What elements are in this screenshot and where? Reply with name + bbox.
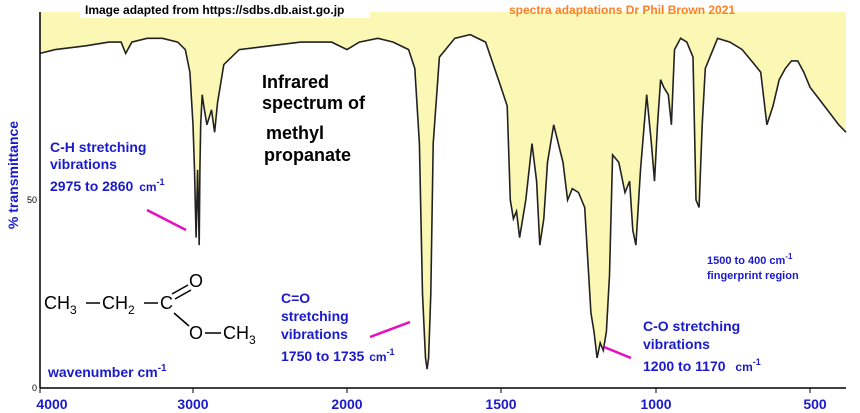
co-double-label-line-2: stretching bbox=[281, 308, 349, 324]
co-double-label-line-3: vibrations bbox=[281, 326, 348, 342]
co-double-pointer bbox=[369, 320, 411, 339]
mol-ch3-left: CH3 bbox=[44, 293, 77, 317]
ch-label-line-2: vibrations bbox=[50, 156, 117, 172]
transmittance-area-fill bbox=[40, 12, 846, 370]
title-line-4: propanate bbox=[264, 145, 351, 165]
mol-oxygen-double: O bbox=[189, 271, 203, 291]
co-single-range: 1200 to 1170 cm-1 bbox=[643, 357, 761, 374]
title-line-1: Infrared bbox=[262, 72, 329, 92]
ch-pointer bbox=[146, 208, 187, 232]
y-tick-labels: 50 0 bbox=[27, 195, 37, 393]
x-axis-label: wavenumber cm-1 bbox=[47, 363, 167, 380]
x-tick-label-1000: 1000 bbox=[640, 396, 671, 412]
source-credit: Image adapted from https://sdbs.db.aist.… bbox=[85, 3, 344, 17]
co-single-label-line-2: vibrations bbox=[643, 336, 710, 352]
credit-background bbox=[80, 1, 370, 18]
x-tick-marks bbox=[39, 388, 811, 393]
fingerprint-range: 1500 to 400 cm-1 bbox=[707, 252, 793, 267]
y-tick-label-50: 50 bbox=[27, 195, 37, 205]
plot-area: 4000 3000 2000 1500 1000 500 50 0 bbox=[27, 12, 847, 412]
x-tick-labels: 4000 3000 2000 1500 1000 500 bbox=[36, 396, 826, 412]
y-tick-label-0: 0 bbox=[32, 383, 37, 393]
adaptation-credit: spectra adaptations Dr Phil Brown 2021 bbox=[509, 3, 735, 17]
fingerprint-label: fingerprint region bbox=[707, 270, 799, 282]
mol-ch3-right: CH3 bbox=[223, 323, 256, 347]
x-tick-label-1500: 1500 bbox=[485, 396, 516, 412]
ch-range: 2975 to 2860 cm-1 bbox=[50, 177, 165, 194]
x-tick-label-4000: 4000 bbox=[36, 396, 67, 412]
mol-bond-3 bbox=[173, 312, 190, 327]
co-single-label-line-1: C-O stretching bbox=[643, 318, 740, 334]
title-line-3: methyl bbox=[266, 123, 324, 143]
x-tick-label-3000: 3000 bbox=[177, 396, 208, 412]
x-tick-label-500: 500 bbox=[803, 396, 827, 412]
mol-double-bond-b bbox=[174, 289, 192, 300]
x-tick-label-2000: 2000 bbox=[331, 396, 362, 412]
co-double-range: 1750 to 1735 cm-1 bbox=[281, 347, 395, 364]
mol-ch2: CH2 bbox=[102, 293, 135, 317]
co-double-label-line-1: C=O bbox=[281, 290, 310, 306]
mol-oxygen-single: O bbox=[189, 323, 203, 343]
title-line-2: spectrum of bbox=[262, 93, 366, 113]
spectrum-line bbox=[39, 33, 847, 370]
ch-label-line-1: C-H stretching bbox=[50, 139, 146, 155]
y-axis-label: % transmittance bbox=[5, 121, 21, 229]
mol-double-bond-a bbox=[171, 284, 189, 295]
co-single-pointer bbox=[603, 345, 632, 360]
mol-carbon: C bbox=[160, 293, 173, 313]
methyl-propanoate-structure: CH3 CH2 C O O CH3 bbox=[44, 271, 256, 347]
